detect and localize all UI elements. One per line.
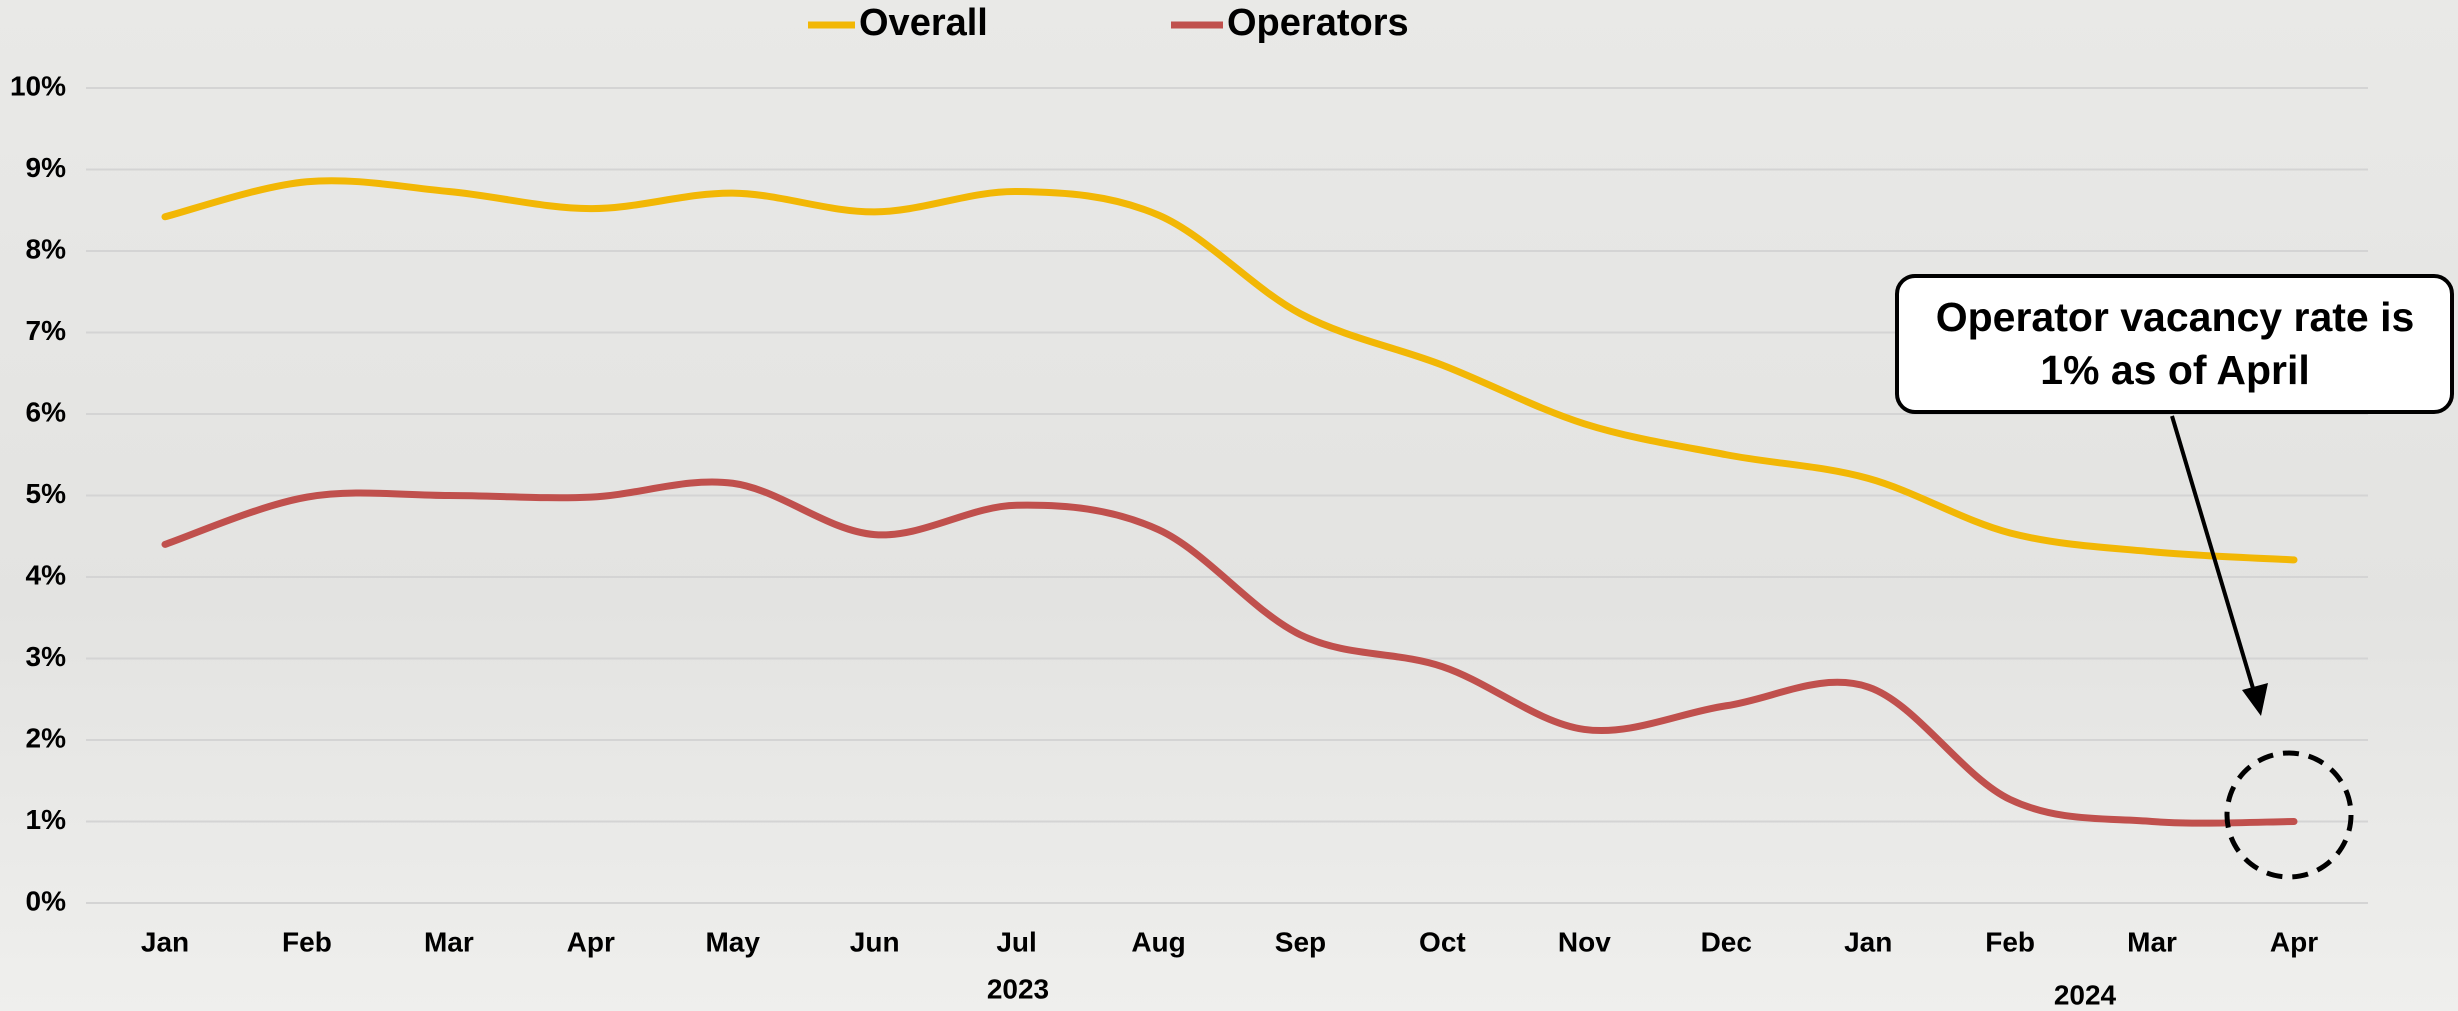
series-line (161, 177, 2298, 564)
x-tick-label: Feb (282, 926, 332, 957)
y-tick-label: 9% (26, 152, 67, 183)
series-line (161, 478, 2298, 827)
x-tick-label: Aug (1131, 926, 1185, 957)
x-group-label: 2024 (2054, 979, 2117, 1010)
y-tick-label: 6% (26, 396, 67, 427)
x-tick-label: Apr (2270, 926, 2318, 957)
annotation-arrow (2170, 415, 2257, 696)
x-group-label: 2023 (987, 973, 1049, 1004)
x-tick-label: May (705, 926, 760, 957)
x-tick-label: Jan (1844, 926, 1892, 957)
x-tick-label: Sep (1275, 926, 1326, 957)
x-tick-label: Mar (2127, 926, 2177, 957)
annotation-box (1895, 274, 2454, 414)
x-tick-label: Jan (141, 926, 189, 957)
y-tick-label: 4% (26, 559, 67, 590)
arrow-head (2242, 683, 2268, 716)
y-tick-label: 8% (26, 233, 67, 264)
y-tick-label: 5% (26, 478, 67, 509)
x-tick-label: Apr (567, 926, 615, 957)
x-tick-label: Dec (1701, 926, 1752, 957)
legend-label: Overall (859, 2, 988, 44)
y-tick-label: 2% (26, 722, 67, 753)
y-tick-label: 0% (26, 885, 67, 916)
x-tick-label: Oct (1419, 926, 1466, 957)
x-tick-label: Nov (1558, 926, 1611, 957)
y-tick-label: 1% (26, 804, 67, 835)
legend-label: Operators (1227, 2, 1409, 44)
x-tick-label: Mar (424, 926, 474, 957)
x-tick-label: Jun (850, 926, 900, 957)
y-tick-label: 7% (26, 315, 67, 346)
annotation-line: 1% as of April (2040, 347, 2310, 393)
y-tick-label: 3% (26, 641, 67, 672)
annotation-line: Operator vacancy rate is (1936, 294, 2415, 340)
highlight-circle (2224, 750, 2354, 880)
x-tick-label: Feb (1985, 926, 2035, 957)
x-tick-label: Jul (996, 926, 1036, 957)
y-tick-label: 10% (10, 70, 66, 101)
